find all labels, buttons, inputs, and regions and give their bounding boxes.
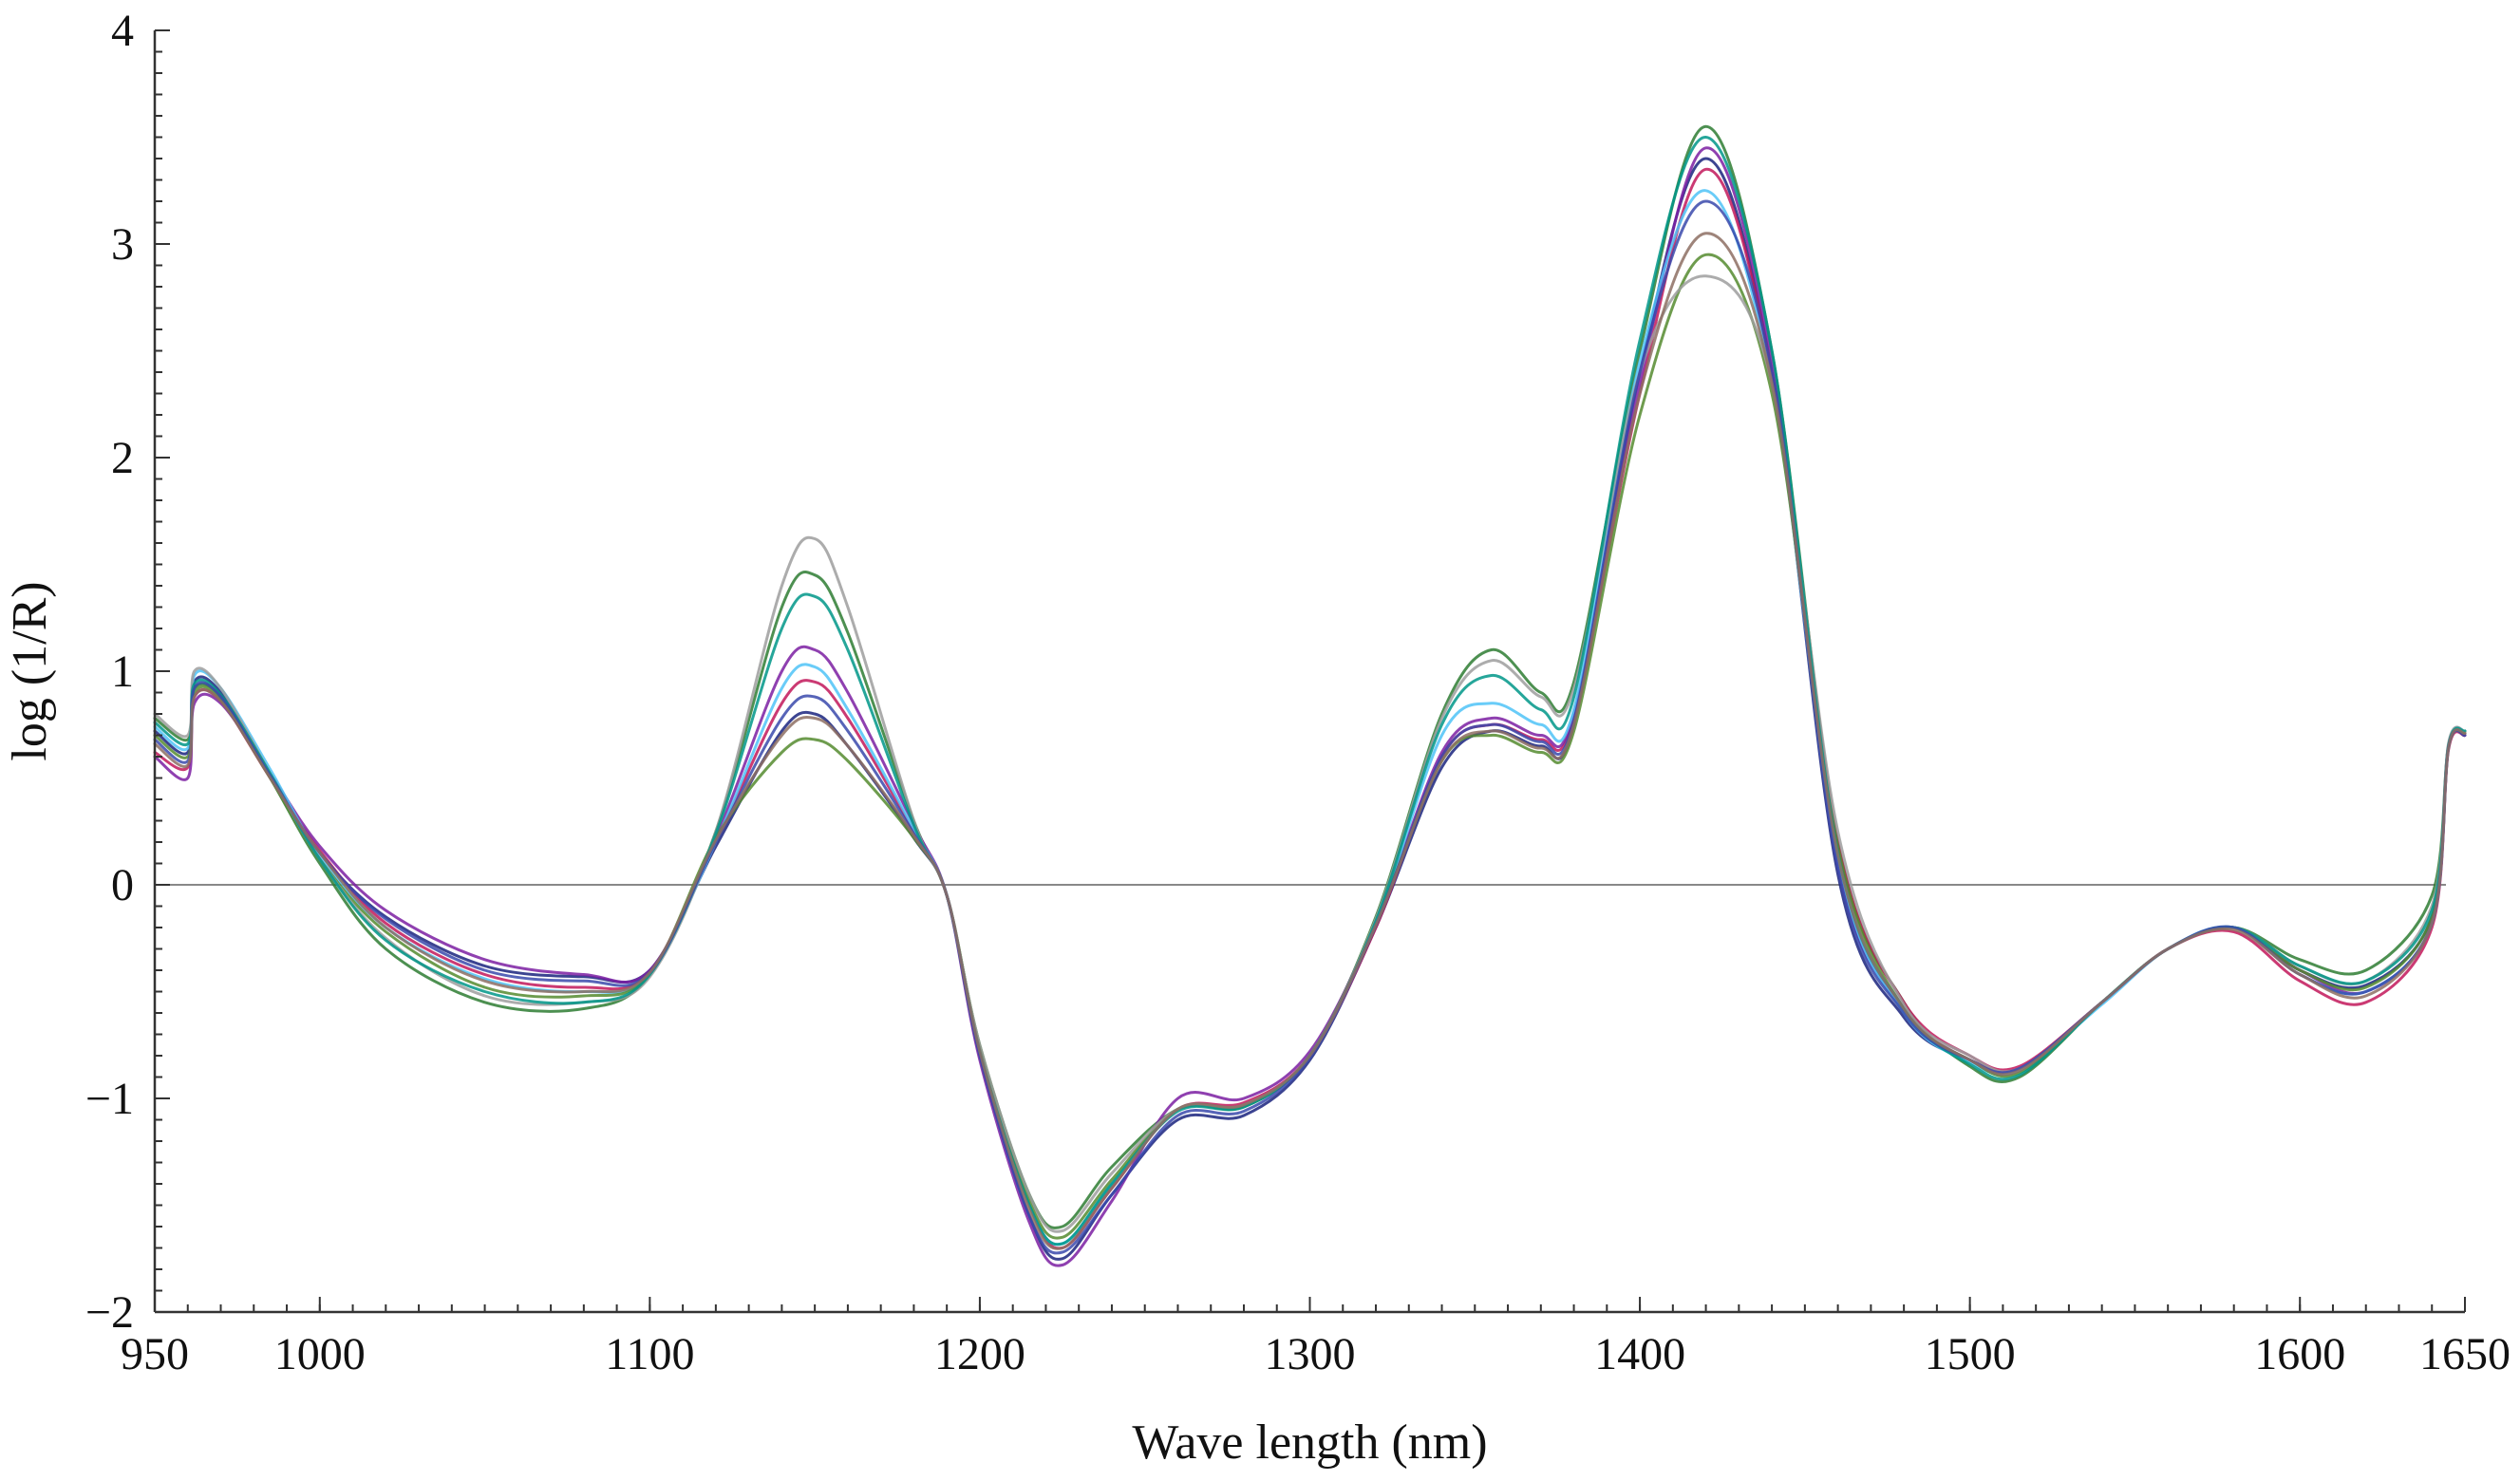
x-tick-label: 1600 [2254, 1329, 2345, 1379]
y-tick-label: −1 [85, 1074, 134, 1124]
spectrum-line [153, 232, 2467, 1250]
spectrum-line [153, 146, 2467, 1267]
x-axis-ticks: 950 1000 1100 1200 1300 1400 1500 1600 1650 [121, 1297, 2511, 1379]
spectrum-line [153, 135, 2467, 1247]
spectrum-line [153, 157, 2467, 1261]
x-tick-label: 1300 [1265, 1329, 1356, 1379]
y-tick-label: 4 [111, 6, 134, 56]
series-layer [153, 124, 2467, 1267]
y-tick-label: 3 [111, 219, 134, 270]
spectrum-line [153, 274, 2467, 1233]
spectrum-line [153, 167, 2467, 1250]
x-tick-label: 1000 [274, 1329, 366, 1379]
y-axis-ticks: −2 −1 0 1 2 3 4 [85, 6, 170, 1338]
x-axis-title: Wave length (nm) [1132, 1415, 1487, 1470]
x-tick-label: 1400 [1594, 1329, 1685, 1379]
y-tick-label: 2 [111, 433, 134, 483]
y-tick-label: 0 [111, 860, 134, 910]
spectrum-line [153, 253, 2467, 1240]
spectrum-line [153, 189, 2467, 1247]
x-tick-label: 1100 [605, 1329, 694, 1379]
y-tick-label: 1 [111, 647, 134, 697]
y-tick-label: −2 [85, 1287, 134, 1338]
x-tick-label: 1200 [934, 1329, 1025, 1379]
x-tick-label: 1650 [2419, 1329, 2511, 1379]
x-tick-label: 950 [121, 1329, 189, 1379]
x-tick-label: 1500 [1925, 1329, 2016, 1379]
spectrum-line [153, 124, 2467, 1229]
y-axis-title: log (1/R) [3, 581, 57, 760]
spectrum-line [153, 199, 2467, 1255]
